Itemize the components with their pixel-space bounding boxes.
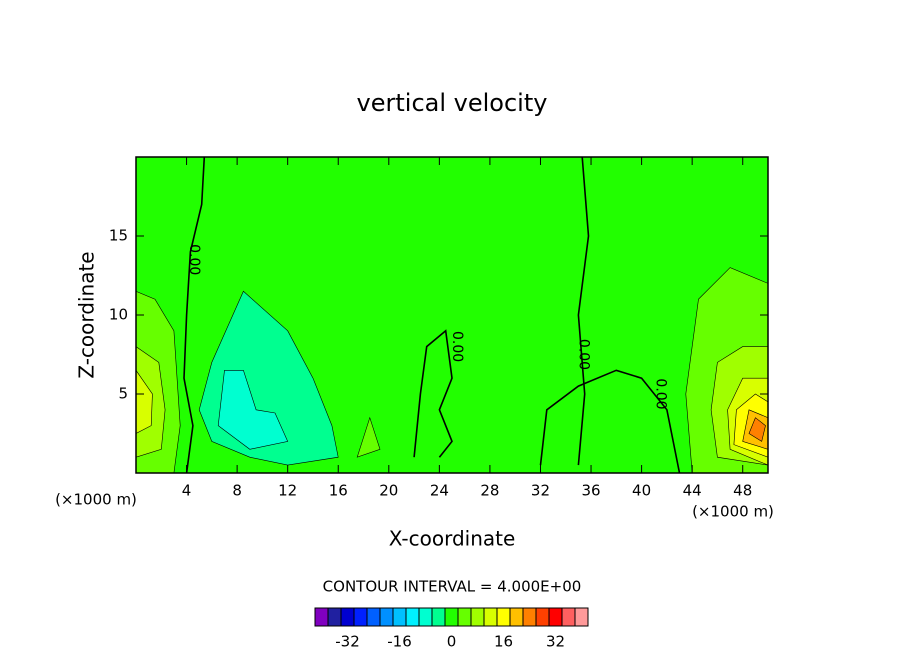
contour-region bbox=[136, 369, 153, 434]
colorbar-box bbox=[444, 607, 459, 627]
colorbar-box bbox=[379, 607, 394, 627]
x-tick-label: 28 bbox=[480, 482, 499, 500]
contour-line bbox=[183, 157, 206, 473]
contour-region bbox=[356, 416, 381, 458]
colorbar-box bbox=[353, 607, 368, 627]
x-tick-label: 40 bbox=[632, 482, 651, 500]
colorbar-tick-label: 16 bbox=[494, 633, 513, 651]
y-axis-label: Z-coordinate bbox=[75, 251, 99, 378]
x-unit-label: (×1000 m) bbox=[692, 503, 774, 521]
colorbar-box bbox=[405, 607, 420, 627]
colorbar-box bbox=[509, 607, 524, 627]
x-tick-label: 36 bbox=[581, 482, 600, 500]
x-tick-label: 44 bbox=[683, 482, 702, 500]
contour-label: 0.00 bbox=[449, 331, 465, 362]
colorbar-tick-label: 0 bbox=[447, 633, 457, 651]
colorbar-tick-label: -16 bbox=[387, 633, 412, 651]
chart-title: vertical velocity bbox=[357, 89, 548, 117]
x-tick-label: 32 bbox=[531, 482, 550, 500]
colorbar-box bbox=[574, 607, 589, 627]
x-tick-label: 12 bbox=[278, 482, 297, 500]
colorbar-tick-label: 32 bbox=[546, 633, 565, 651]
contour-label: 0.00 bbox=[186, 244, 202, 275]
contour-label: 0.00 bbox=[653, 378, 669, 409]
colorbar-box bbox=[548, 607, 563, 627]
colorbar-box bbox=[561, 607, 576, 627]
colorbar-box bbox=[457, 607, 472, 627]
x-tick-label: 24 bbox=[430, 482, 449, 500]
colorbar-box bbox=[366, 607, 381, 627]
colorbar-box bbox=[483, 607, 498, 627]
colorbar-box bbox=[535, 607, 550, 627]
colorbar-box bbox=[496, 607, 511, 627]
colorbar-box bbox=[418, 607, 433, 627]
x-tick-label: 8 bbox=[232, 482, 242, 500]
contour-field bbox=[136, 157, 768, 473]
contour-label: 0.00 bbox=[575, 339, 591, 370]
x-axis-label: X-coordinate bbox=[389, 527, 516, 551]
y-tick-label: 10 bbox=[109, 306, 128, 324]
x-tick-label: 16 bbox=[329, 482, 348, 500]
colorbar-box bbox=[314, 607, 329, 627]
colorbar-box bbox=[431, 607, 446, 627]
x-tick-label: 48 bbox=[733, 482, 752, 500]
contour-line bbox=[539, 369, 681, 473]
colorbar-tick-label: -32 bbox=[335, 633, 360, 651]
y-unit-label: (×1000 m) bbox=[55, 491, 137, 509]
contour-line bbox=[413, 329, 453, 458]
colorbar-box bbox=[327, 607, 342, 627]
colorbar-box bbox=[340, 607, 355, 627]
colorbar-box bbox=[470, 607, 485, 627]
colorbar-box bbox=[522, 607, 537, 627]
contour-region bbox=[217, 370, 289, 450]
x-tick-label: 20 bbox=[379, 482, 398, 500]
y-tick-label: 15 bbox=[109, 227, 128, 245]
contour-interval: CONTOUR INTERVAL = 4.000E+00 bbox=[323, 578, 582, 596]
contour-region bbox=[748, 417, 766, 442]
x-tick-label: 4 bbox=[182, 482, 192, 500]
y-tick-label: 5 bbox=[118, 385, 128, 403]
colorbar-box bbox=[392, 607, 407, 627]
contour-line bbox=[577, 157, 590, 466]
